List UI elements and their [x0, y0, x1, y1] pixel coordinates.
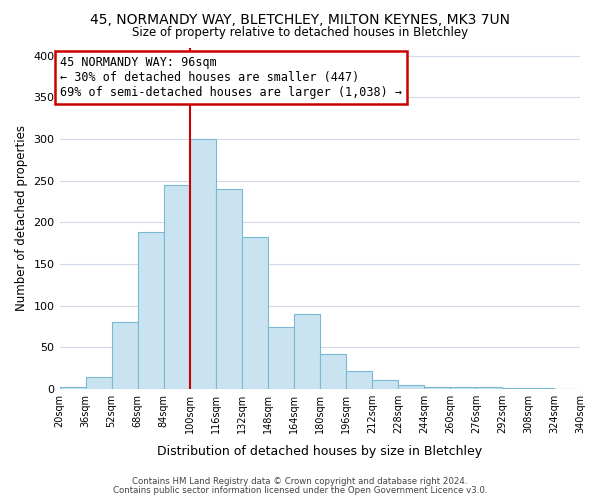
Bar — [528, 388, 554, 389]
Bar — [346, 371, 372, 389]
Bar — [372, 380, 398, 389]
Text: 45, NORMANDY WAY, BLETCHLEY, MILTON KEYNES, MK3 7UN: 45, NORMANDY WAY, BLETCHLEY, MILTON KEYN… — [90, 12, 510, 26]
Text: Size of property relative to detached houses in Bletchley: Size of property relative to detached ho… — [132, 26, 468, 39]
Bar — [242, 238, 268, 389]
Bar — [450, 386, 476, 389]
Text: 45 NORMANDY WAY: 96sqm
← 30% of detached houses are smaller (447)
69% of semi-de: 45 NORMANDY WAY: 96sqm ← 30% of detached… — [60, 56, 402, 99]
Bar — [424, 386, 450, 389]
Bar — [86, 376, 112, 389]
Y-axis label: Number of detached properties: Number of detached properties — [15, 126, 28, 312]
Text: Contains HM Land Registry data © Crown copyright and database right 2024.: Contains HM Land Registry data © Crown c… — [132, 477, 468, 486]
Bar — [502, 388, 528, 389]
Text: Contains public sector information licensed under the Open Government Licence v3: Contains public sector information licen… — [113, 486, 487, 495]
Bar — [164, 185, 190, 389]
X-axis label: Distribution of detached houses by size in Bletchley: Distribution of detached houses by size … — [157, 444, 482, 458]
Bar — [294, 314, 320, 389]
Bar — [215, 189, 242, 389]
Bar — [476, 388, 502, 389]
Bar — [268, 326, 294, 389]
Bar — [137, 232, 164, 389]
Bar — [190, 139, 215, 389]
Bar — [59, 386, 86, 389]
Bar — [112, 322, 137, 389]
Bar — [398, 385, 424, 389]
Bar — [320, 354, 346, 389]
